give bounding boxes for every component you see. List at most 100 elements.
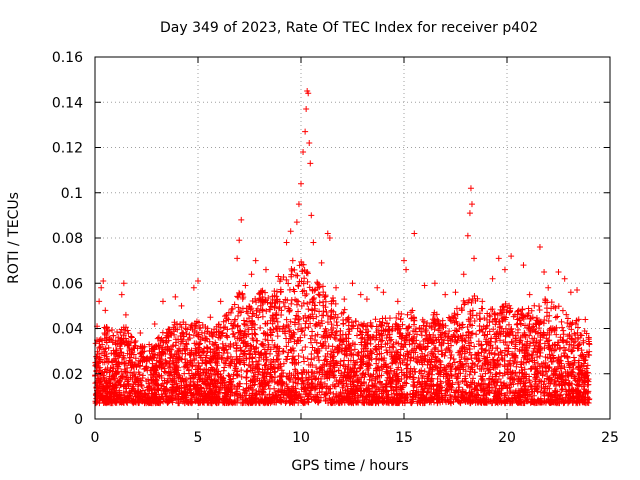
data-point xyxy=(330,372,337,379)
data-point xyxy=(528,355,535,362)
data-point xyxy=(495,394,502,401)
data-point xyxy=(199,335,206,342)
data-point xyxy=(384,369,391,376)
data-point xyxy=(305,306,312,313)
data-point xyxy=(535,382,542,389)
data-point xyxy=(270,315,277,322)
data-point xyxy=(295,308,302,315)
data-point xyxy=(330,398,337,405)
data-point xyxy=(533,369,540,376)
data-point xyxy=(230,342,237,349)
data-point xyxy=(384,331,391,338)
data-point xyxy=(417,345,424,352)
data-point xyxy=(452,389,459,396)
data-point xyxy=(249,335,256,342)
data-point xyxy=(542,383,549,390)
data-point xyxy=(308,384,315,391)
data-point xyxy=(251,330,258,337)
data-point xyxy=(183,383,190,390)
data-point xyxy=(399,321,406,328)
data-point xyxy=(575,364,582,371)
data-point xyxy=(483,357,490,364)
data-point xyxy=(521,329,528,336)
data-point xyxy=(138,381,145,388)
data-point xyxy=(471,343,478,350)
data-point xyxy=(178,378,185,385)
data-point xyxy=(441,352,448,359)
data-point xyxy=(295,282,302,289)
data-point xyxy=(270,344,277,351)
data-point xyxy=(333,328,340,335)
data-point xyxy=(240,317,247,324)
data-point xyxy=(177,340,184,347)
data-point xyxy=(234,322,241,329)
data-point xyxy=(372,316,379,323)
data-point xyxy=(212,350,219,357)
data-point xyxy=(343,352,350,359)
data-point xyxy=(237,380,244,387)
data-point xyxy=(122,328,129,335)
data-point xyxy=(278,398,285,405)
data-point xyxy=(491,310,498,317)
data-point xyxy=(444,375,451,382)
data-point xyxy=(148,367,155,374)
data-point xyxy=(463,396,470,403)
data-point xyxy=(321,380,328,387)
data-point xyxy=(431,345,438,352)
data-point xyxy=(341,306,348,313)
data-point xyxy=(471,317,478,324)
data-point xyxy=(181,370,188,377)
data-point xyxy=(504,351,511,358)
data-point xyxy=(540,331,547,338)
data-point xyxy=(367,399,374,406)
data-point xyxy=(206,358,213,365)
data-point xyxy=(561,352,568,359)
data-point xyxy=(268,376,275,383)
data-point xyxy=(300,280,307,287)
data-point xyxy=(407,399,414,406)
data-point xyxy=(227,392,234,399)
data-point xyxy=(384,320,391,327)
data-point xyxy=(368,388,375,395)
data-point xyxy=(463,381,470,388)
data-point xyxy=(105,344,112,351)
data-point xyxy=(277,391,284,398)
data-point xyxy=(474,398,481,405)
data-point xyxy=(295,395,302,402)
data-point xyxy=(451,393,458,400)
data-point xyxy=(494,345,501,352)
data-point xyxy=(360,353,367,360)
data-point xyxy=(304,355,311,362)
data-point xyxy=(128,334,135,341)
data-point xyxy=(512,370,519,377)
data-point xyxy=(457,370,464,377)
data-point xyxy=(480,353,487,360)
data-point xyxy=(555,339,562,346)
data-point xyxy=(103,324,110,331)
data-point xyxy=(93,353,100,360)
data-point xyxy=(280,273,287,280)
data-point xyxy=(311,393,318,400)
data-point xyxy=(246,315,253,322)
data-point xyxy=(585,396,592,403)
data-point xyxy=(101,330,108,337)
data-point xyxy=(253,307,260,314)
data-point xyxy=(358,374,365,381)
data-point xyxy=(419,386,426,393)
data-point xyxy=(435,348,442,355)
data-point xyxy=(246,351,253,358)
data-point xyxy=(398,369,405,376)
data-point xyxy=(442,396,449,403)
data-point xyxy=(178,324,185,331)
data-point xyxy=(347,350,354,357)
data-point xyxy=(270,364,277,371)
data-point xyxy=(378,343,385,350)
data-point xyxy=(196,376,203,383)
data-point xyxy=(395,310,402,317)
data-point xyxy=(301,287,308,294)
data-point xyxy=(123,339,130,346)
data-point xyxy=(329,294,336,301)
data-point xyxy=(354,332,361,339)
data-point xyxy=(311,307,318,314)
data-point xyxy=(394,349,401,356)
